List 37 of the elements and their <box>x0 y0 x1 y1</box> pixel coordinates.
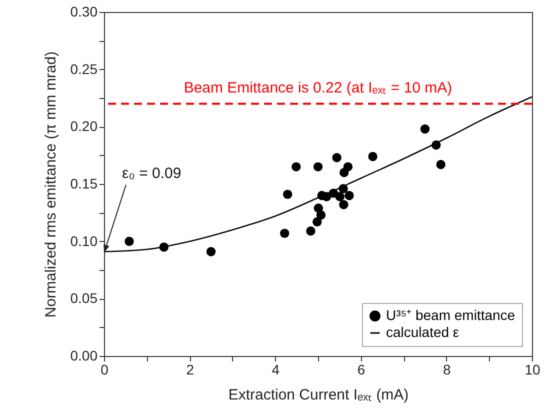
x-tick-label: 10 <box>524 362 540 378</box>
point <box>280 228 290 238</box>
y-axis-title: Normalized rms emittance (π mm mrad) <box>42 51 60 318</box>
point <box>124 236 134 246</box>
point <box>313 162 323 172</box>
y-tick-label: 0.15 <box>70 176 98 192</box>
y-tick-label: 0.20 <box>70 118 98 134</box>
point <box>332 153 342 162</box>
x-tick-label: 0 <box>100 362 109 378</box>
point <box>420 124 430 134</box>
point <box>335 192 344 202</box>
point <box>368 152 378 162</box>
x-tick-label: 4 <box>272 362 280 378</box>
x-axis-title: Extraction Current Iₑₓₜ (mA) <box>228 386 409 404</box>
point <box>292 162 301 172</box>
line-series <box>103 96 533 252</box>
legend-label: U³⁵⁺ beam emittance <box>386 307 516 323</box>
point <box>316 210 326 220</box>
point <box>283 190 292 199</box>
y-tick-label: 0.25 <box>70 60 98 77</box>
x-tick-label: 8 <box>443 362 451 378</box>
point <box>312 217 322 226</box>
annotation: ε₀ = 0.09 <box>122 164 182 182</box>
point <box>339 200 348 210</box>
point <box>436 160 446 170</box>
y-tick-label: 0.10 <box>70 232 98 249</box>
ref-line-label: Beam Emittance is 0.22 (at Iₑₓₜ = 10 mA) <box>184 80 452 97</box>
legend-label: calculated ε <box>386 324 460 340</box>
point <box>344 190 354 200</box>
x-tick-label: 6 <box>357 362 366 378</box>
point <box>343 162 353 172</box>
point <box>206 247 216 256</box>
y-tick-label: 0.00 <box>70 348 98 364</box>
y-tick-label: 0.30 <box>70 4 98 20</box>
x-tick-label: 2 <box>186 362 194 378</box>
y-tick-label: 0.05 <box>70 290 98 306</box>
point <box>306 226 316 236</box>
